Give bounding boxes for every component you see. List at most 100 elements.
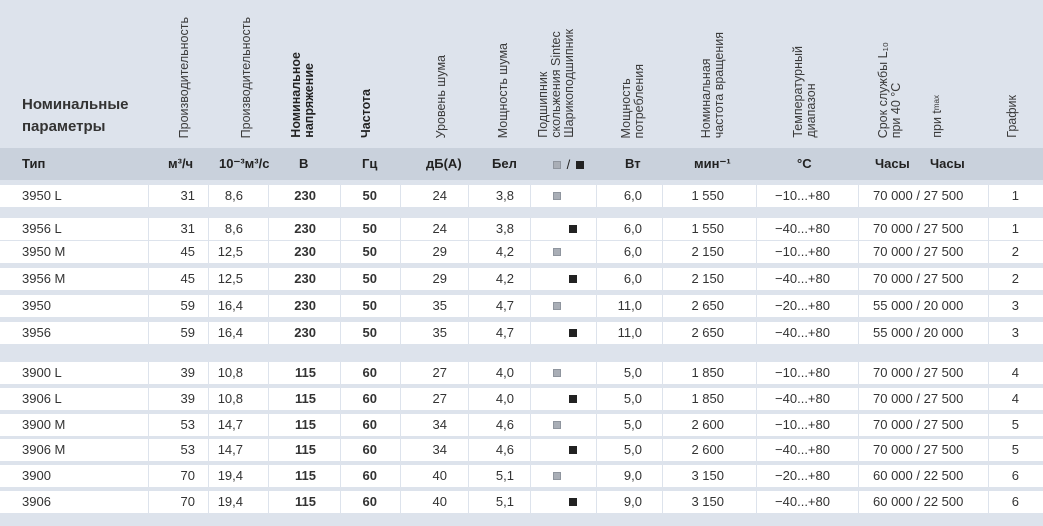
cell-flow1: 53	[180, 417, 195, 432]
cell-type: 3900 L	[22, 365, 62, 380]
cell-freq: 50	[362, 298, 377, 313]
cell-speed: 2 650	[691, 298, 724, 313]
unit-noise-power: Бел	[492, 156, 517, 171]
cell-db: 34	[432, 417, 447, 432]
cell-life: 60 000 / 22 500	[873, 494, 964, 509]
cell-db: 29	[432, 271, 447, 286]
cell-type: 3950 L	[22, 188, 62, 203]
cell-flow1: 45	[180, 244, 195, 259]
cell-power: 11,0	[617, 298, 642, 313]
cell-flow2: 14,7	[217, 442, 243, 457]
cell-speed: 3 150	[691, 468, 724, 483]
table-row: 3900 M 53 14,7 115 60 34 4,6 5,0 2 600 −10...+80 7…	[0, 414, 1043, 436]
cell-graph: 4	[1011, 391, 1019, 406]
table-row: 3950 L 31 8,6 230 50 24 3,8 6,0 1 550 −10...+80 70…	[0, 185, 1043, 207]
cell-power: 9,0	[623, 494, 642, 509]
unit-noise-level: дБ(А)	[426, 156, 462, 171]
cell-type: 3906	[22, 494, 51, 509]
cell-graph: 2	[1011, 271, 1019, 286]
cell-voltage: 115	[295, 365, 316, 380]
cell-life: 70 000 / 27 500	[873, 221, 964, 236]
column-divider	[662, 180, 663, 526]
cell-type: 3906 L	[22, 391, 62, 406]
cell-power: 5,0	[623, 442, 642, 457]
table-row: 3956 59 16,4 230 50 35 4,7 11,0 2 650 −40...+80 55…	[0, 322, 1043, 344]
cell-flow1: 70	[180, 468, 195, 483]
sintec-bearing-icon	[553, 192, 561, 200]
header-service-life: Срок службы L₁₀ при 40 °C	[876, 41, 903, 138]
cell-life: 55 000 / 20 000	[873, 298, 964, 313]
cell-speed: 1 850	[691, 391, 724, 406]
cell-db: 35	[432, 298, 447, 313]
cell-bel: 4,7	[495, 325, 514, 340]
unit-life-hours: Часы	[875, 156, 910, 171]
cell-voltage: 230	[294, 325, 316, 340]
cell-freq: 50	[362, 221, 377, 236]
cell-temp: −10...+80	[775, 188, 830, 203]
table-row: 3906 M 53 14,7 115 60 34 4,6 5,0 2 600 −40...+80 7…	[0, 439, 1043, 461]
cell-life: 70 000 / 27 500	[873, 365, 964, 380]
cell-freq: 60	[362, 365, 377, 380]
sintec-bearing-icon	[553, 472, 561, 480]
cell-db: 40	[432, 494, 447, 509]
cell-voltage: 230	[294, 271, 316, 286]
cell-flow2: 10,8	[217, 391, 243, 406]
unit-temperature: °C	[797, 156, 812, 171]
table-row: 3900 L 39 10,8 115 60 27 4,0 5,0 1 850 −10...+80 7…	[0, 362, 1043, 384]
header-temperature: Температурный диапазон	[791, 46, 818, 138]
cell-flow1: 59	[180, 298, 195, 313]
cell-freq: 60	[362, 417, 377, 432]
cell-bel: 4,7	[495, 298, 514, 313]
cell-life: 70 000 / 27 500	[873, 391, 964, 406]
table-row: 3906 L 39 10,8 115 60 27 4,0 5,0 1 850 −40...+80 7…	[0, 388, 1043, 410]
cell-freq: 50	[362, 244, 377, 259]
cell-db: 35	[432, 325, 447, 340]
column-divider	[340, 180, 341, 526]
cell-type: 3956	[22, 325, 51, 340]
cell-temp: −10...+80	[775, 417, 830, 432]
cell-flow2: 19,4	[217, 494, 243, 509]
ball-bearing-icon	[569, 395, 577, 403]
cell-graph: 3	[1011, 298, 1019, 313]
cell-bel: 4,0	[495, 365, 514, 380]
header-frequency: Частота	[359, 88, 373, 138]
cell-graph: 3	[1011, 325, 1019, 340]
header-power: Мощность потребления	[619, 63, 646, 138]
cell-db: 24	[432, 188, 447, 203]
cell-freq: 60	[362, 468, 377, 483]
cell-type: 3950 M	[22, 244, 66, 259]
cell-flow2: 8,6	[224, 188, 243, 203]
cell-life: 70 000 / 27 500	[873, 417, 964, 432]
cell-flow1: 39	[180, 391, 195, 406]
cell-power: 9,0	[623, 468, 642, 483]
header-service-life-tmax: при tmax	[930, 95, 944, 138]
cell-voltage: 230	[294, 221, 316, 236]
cell-life: 70 000 / 27 500	[873, 442, 964, 457]
cell-flow1: 39	[180, 365, 195, 380]
cell-type: 3956 M	[22, 271, 66, 286]
cell-flow2: 16,4	[217, 298, 243, 313]
cell-graph: 5	[1011, 417, 1019, 432]
column-divider	[400, 180, 401, 526]
cell-bel: 4,6	[495, 442, 514, 457]
cell-flow1: 31	[180, 221, 195, 236]
cell-flow2: 10,8	[217, 365, 243, 380]
cell-life: 70 000 / 27 500	[873, 244, 964, 259]
cell-bel: 3,8	[495, 188, 514, 203]
cell-temp: −20...+80	[775, 298, 830, 313]
cell-speed: 2 150	[691, 271, 724, 286]
ball-bearing-icon	[569, 446, 577, 454]
column-divider	[468, 180, 469, 526]
units-row: Тип м³/ч 10⁻³м³/с В Гц дБ(А) Бел / Вт ми…	[0, 148, 1043, 180]
cell-speed: 2 600	[691, 442, 724, 457]
cell-graph: 1	[1011, 188, 1019, 203]
cell-life: 60 000 / 22 500	[873, 468, 964, 483]
unit-flow-m3s: 10⁻³м³/с	[219, 156, 270, 171]
sintec-bearing-icon	[553, 302, 561, 310]
cell-temp: −20...+80	[775, 468, 830, 483]
unit-frequency: Гц	[362, 156, 378, 171]
ball-bearing-icon	[569, 275, 577, 283]
cell-speed: 1 550	[691, 221, 724, 236]
nominal-parameters-title: Номинальные параметры	[22, 96, 129, 135]
column-divider	[268, 180, 269, 526]
